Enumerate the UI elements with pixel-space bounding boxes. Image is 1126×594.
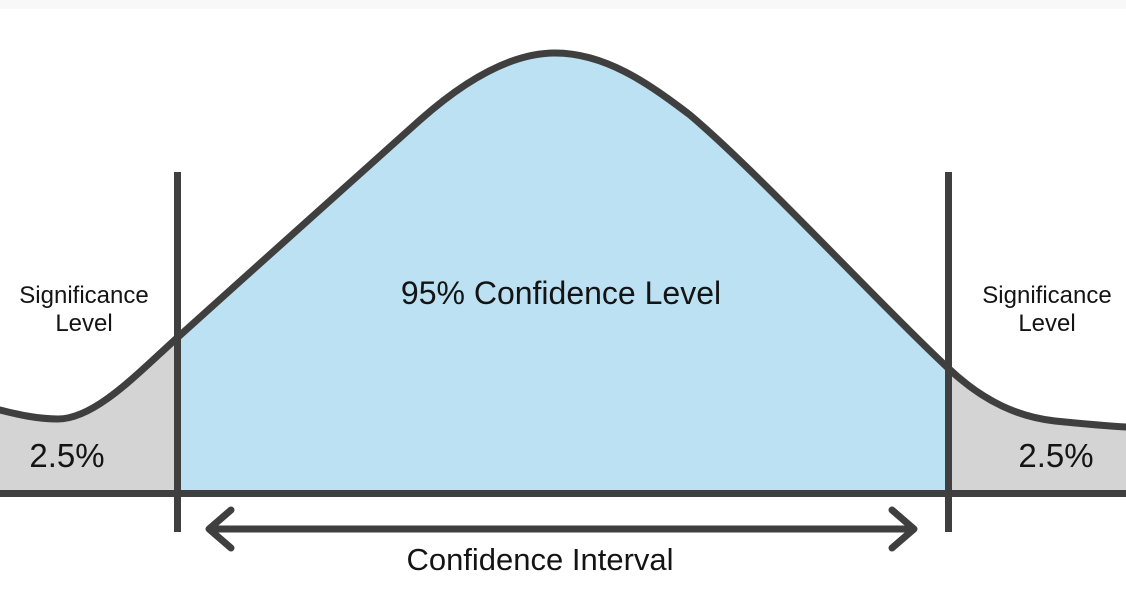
arrowhead-left-icon (205, 506, 235, 552)
tail-percent-left: 2.5% (29, 437, 105, 474)
interval-arrow (205, 506, 918, 552)
significance-level-label-right: Significance Level (982, 282, 1112, 338)
confidence-interval-label: Confidence Interval (406, 542, 674, 577)
arrowhead-right-icon (888, 506, 918, 552)
left-tail-region (0, 338, 177, 493)
confidence-level-label: 95% Confidence Level (400, 275, 722, 311)
confidence-region (177, 53, 948, 493)
bell-curve-stroke (0, 49, 1126, 431)
significance-level-label-left: Significance Level (19, 282, 149, 338)
tail-percent-right: 2.5% (1018, 437, 1094, 474)
right-tail-region (948, 368, 1126, 493)
top-edge-strip (0, 0, 1126, 9)
